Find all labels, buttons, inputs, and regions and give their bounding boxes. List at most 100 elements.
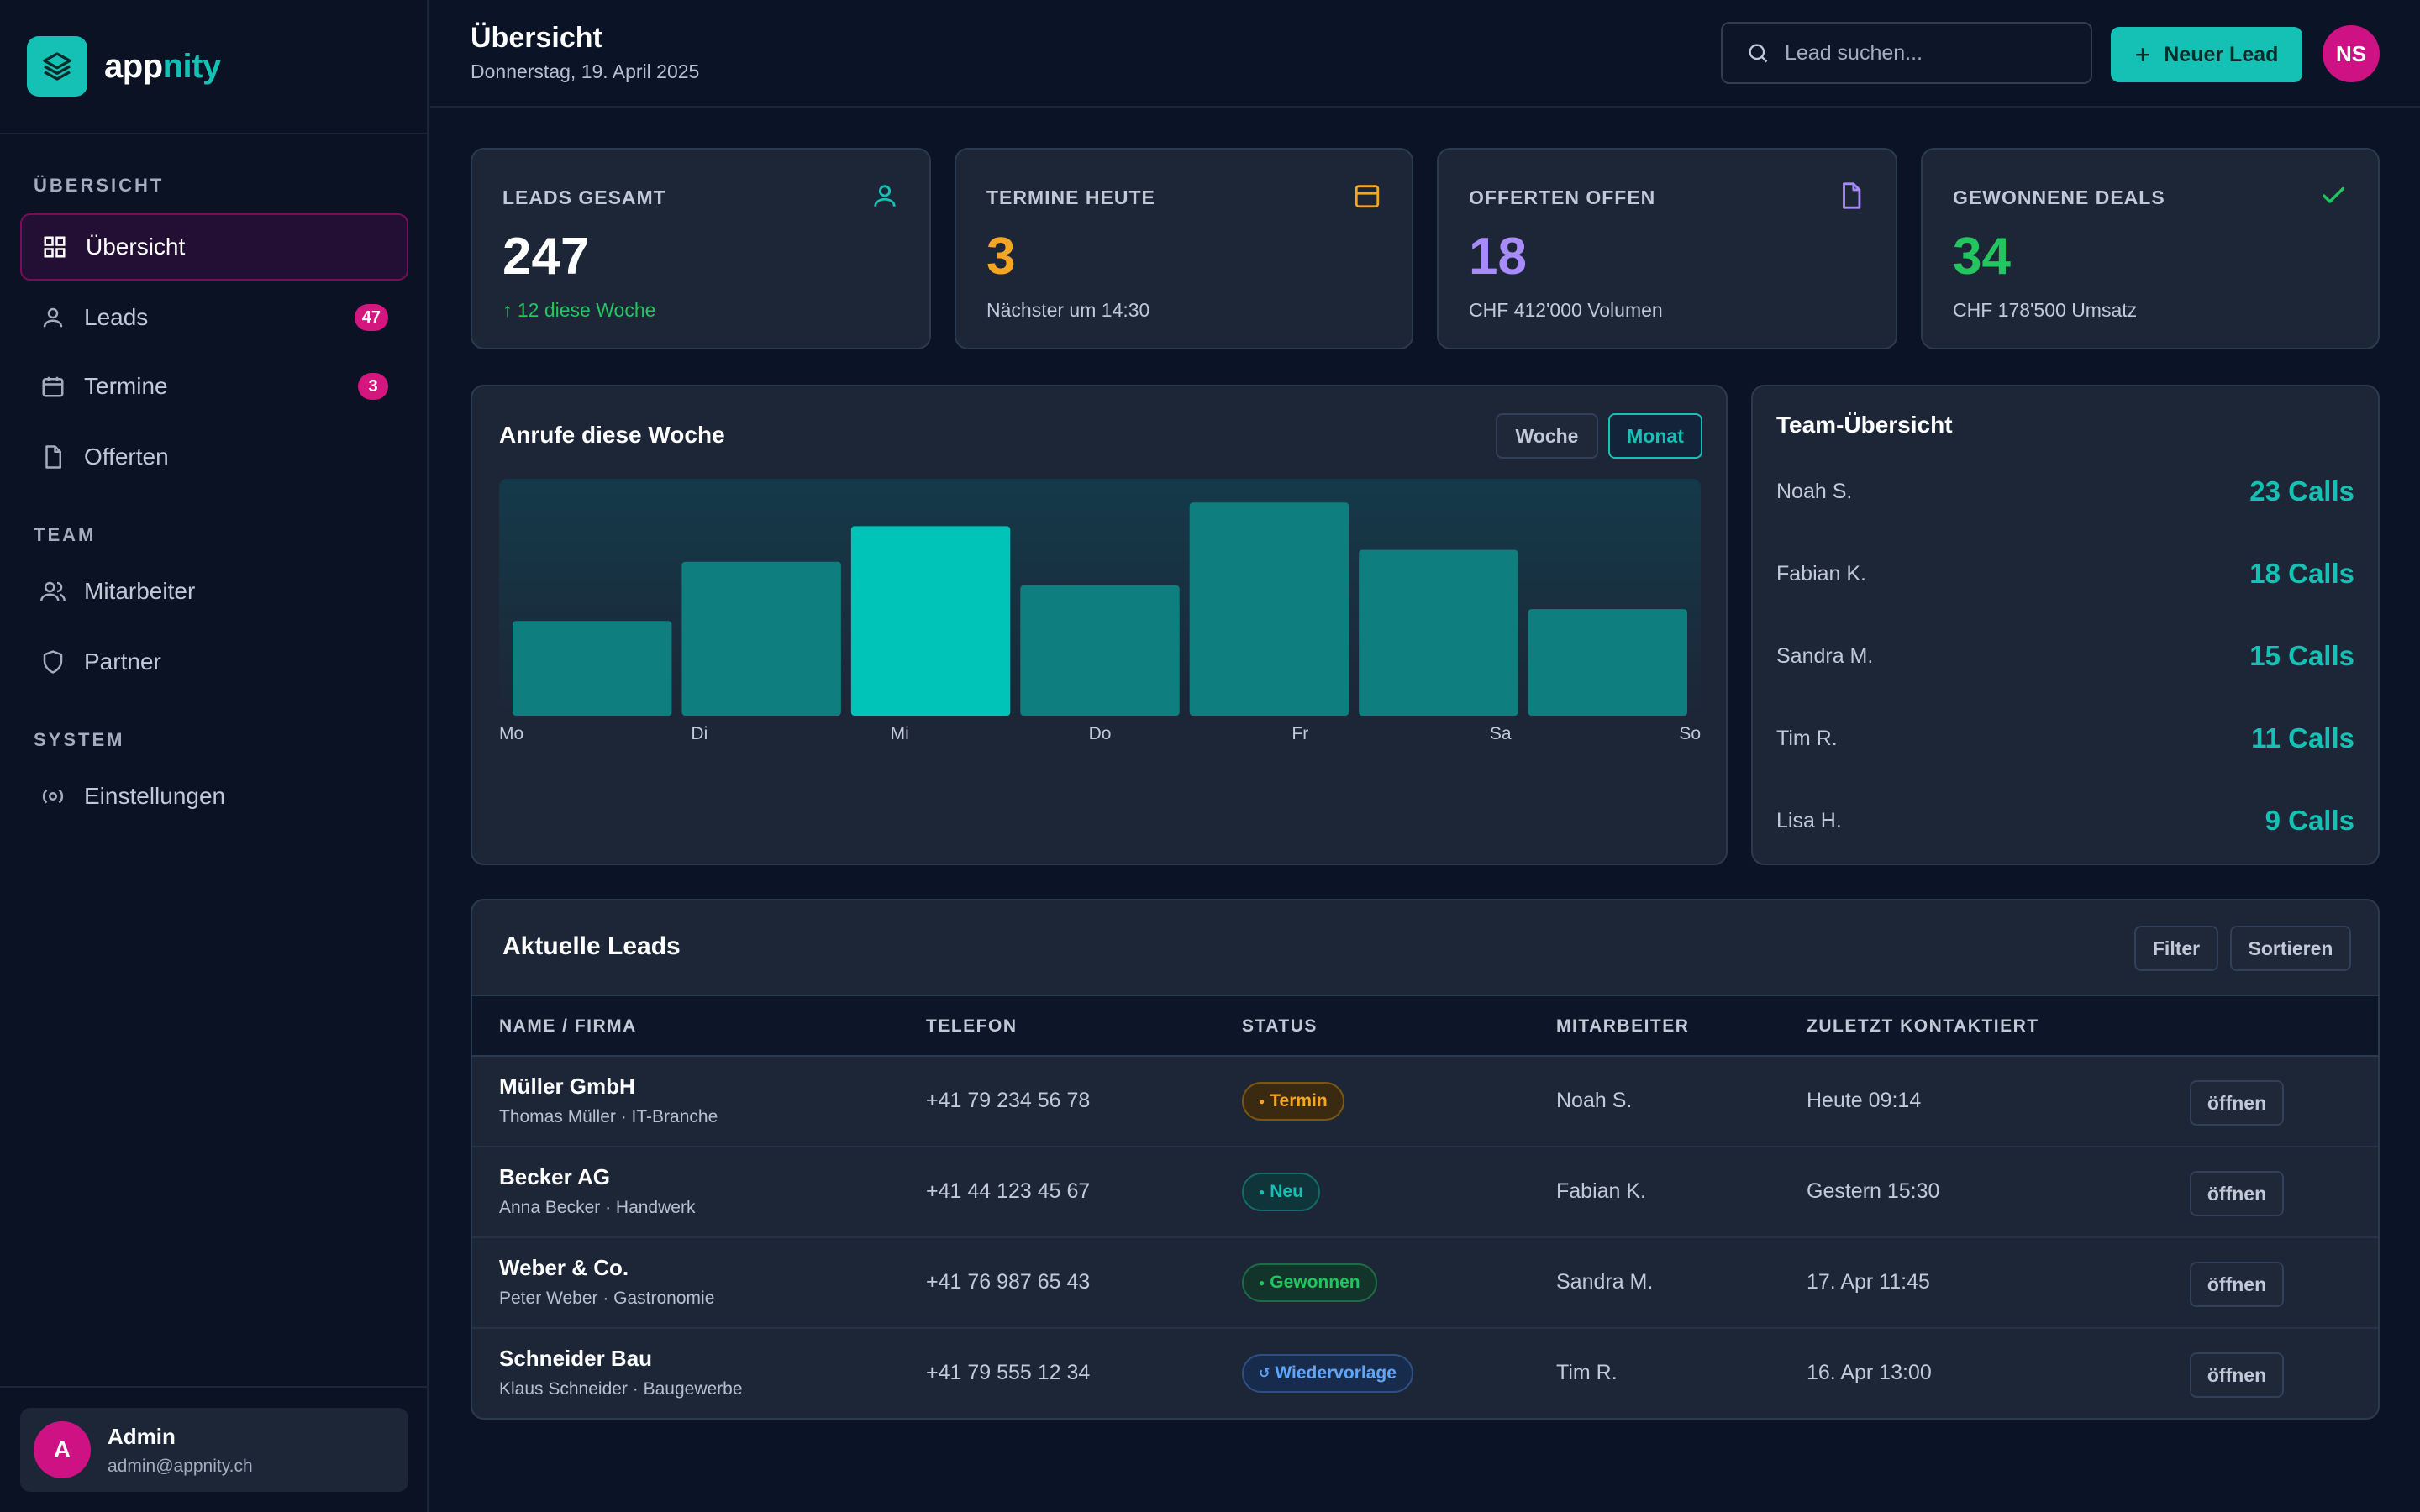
toggle-monat[interactable]: Monat (1608, 413, 1702, 459)
team-member-row: Fabian K. 18 Calls (1776, 553, 2354, 595)
page-title: Übersicht (471, 22, 602, 54)
status-badge: ↺ Wiedervorlage (1242, 1354, 1413, 1393)
users-icon (40, 581, 66, 601)
team-overview-card: Team-Übersicht Noah S. 23 Calls Fabian K… (1751, 385, 2380, 865)
nav-section-system: SYSTEM (34, 729, 125, 750)
check-icon (2322, 186, 2345, 203)
lead-employee: Noah S. (1556, 1089, 1633, 1112)
sidebar-item-label: Partner (84, 648, 161, 675)
user-icon (874, 185, 896, 207)
refresh-icon: ↺ (1259, 1367, 1270, 1381)
lead-phone: +41 79 234 56 78 (926, 1089, 1091, 1112)
nav-section-overview: ÜBERSICHT (34, 175, 165, 196)
user-profile[interactable]: A Admin admin@appnity.ch (20, 1408, 408, 1492)
bar-mi (850, 526, 1011, 716)
sidebar-item-uebersicht[interactable]: Übersicht (20, 213, 408, 281)
sidebar-item-offerten[interactable]: Offerten (20, 423, 408, 491)
sidebar-item-label: Übersicht (86, 234, 186, 260)
sidebar: appnity ÜBERSICHT Übersicht Leads 47 Ter… (0, 0, 429, 1512)
team-member-calls: 9 Calls (2265, 805, 2354, 836)
table-header: NAME / FIRMA TELEFON STATUS MITARBEITER … (472, 995, 2378, 1057)
lead-company: Müller GmbH (499, 1074, 635, 1099)
team-member-name: Fabian K. (1776, 561, 1867, 585)
calls-chart-card: Anrufe diese Woche Woche Monat Mo Di Mi Do F… (471, 385, 1728, 865)
lead-phone: +41 76 987 65 43 (926, 1270, 1091, 1294)
stat-card-leads: LEADS GESAMT 247 ↑ 12 diese Woche (471, 148, 931, 349)
lead-last-contact: 16. Apr 13:00 (1807, 1361, 1932, 1384)
search-icon (1749, 44, 1768, 63)
column-header: NAME / FIRMA (499, 1016, 637, 1036)
search-box[interactable] (1721, 22, 2092, 84)
stat-value: 34 (1953, 228, 2011, 286)
x-tick-label: So (1679, 724, 1701, 743)
open-lead-button[interactable]: öffnen (2190, 1171, 2284, 1216)
status-badge: ● Termin (1242, 1082, 1344, 1121)
status-dot-icon: ● (1259, 1095, 1265, 1107)
filter-button[interactable]: Filter (2134, 926, 2218, 971)
stat-label: LEADS GESAMT (502, 186, 666, 208)
sidebar-item-termine[interactable]: Termine 3 (20, 353, 408, 420)
sidebar-item-label: Termine (84, 373, 168, 399)
sidebar-item-mitarbeiter[interactable]: Mitarbeiter (20, 558, 408, 625)
brand-name: appnity (104, 47, 221, 85)
table-row[interactable]: Weber & Co. Peter Weber · Gastronomie +4… (472, 1238, 2378, 1329)
shield-icon (43, 650, 63, 674)
team-member-name: Noah S. (1776, 479, 1853, 503)
sidebar-item-leads[interactable]: Leads 47 (20, 284, 408, 351)
lead-phone: +41 44 123 45 67 (926, 1179, 1091, 1203)
table-row[interactable]: Becker AG Anna Becker · Handwerk +41 44 … (472, 1147, 2378, 1238)
table-row[interactable]: Müller GmbH Thomas Müller · IT-Branche +… (472, 1057, 2378, 1147)
team-title: Team-Übersicht (1776, 412, 1953, 438)
toggle-woche[interactable]: Woche (1496, 413, 1598, 459)
logo[interactable]: appnity (0, 0, 427, 134)
bar-fr (1189, 502, 1349, 716)
lead-last-contact: 17. Apr 11:45 (1807, 1270, 1930, 1294)
user-email: admin@appnity.ch (108, 1456, 253, 1476)
column-header: ZULETZT KONTAKTIERT (1807, 1016, 2039, 1036)
sort-button[interactable]: Sortieren (2230, 926, 2351, 971)
table-row[interactable]: Schneider Bau Klaus Schneider · Baugewer… (472, 1329, 2378, 1418)
status-dot-icon: ● (1259, 1277, 1265, 1289)
lead-company: Weber & Co. (499, 1255, 629, 1280)
stat-value: 18 (1469, 228, 1527, 286)
table-title: Aktuelle Leads (502, 932, 681, 960)
avatar[interactable]: NS (2323, 25, 2380, 82)
nav-section-team: TEAM (34, 524, 97, 545)
new-lead-button[interactable]: + Neuer Lead (2111, 27, 2302, 82)
team-member-name: Sandra M. (1776, 643, 1874, 668)
team-member-row: Noah S. 23 Calls (1776, 470, 2354, 512)
lead-contact: Klaus Schneider · Baugewerbe (499, 1379, 743, 1399)
stat-label: GEWONNENE DEALS (1953, 186, 2165, 208)
sidebar-item-partner[interactable]: Partner (20, 628, 408, 696)
avatar: A (34, 1421, 91, 1478)
team-member-calls: 15 Calls (2249, 640, 2354, 671)
lead-contact: Peter Weber · Gastronomie (499, 1289, 715, 1308)
stat-value: 3 (986, 228, 1016, 286)
x-tick-label: Mi (890, 724, 909, 743)
stat-label: OFFERTEN OFFEN (1469, 186, 1656, 208)
stat-card-offerten: OFFERTEN OFFEN 18 CHF 412'000 Volumen (1437, 148, 1897, 349)
bar-do (1020, 585, 1180, 716)
leads-count-badge: 47 (354, 304, 388, 331)
sidebar-item-label: Einstellungen (84, 783, 226, 809)
calendar-icon (1355, 185, 1380, 208)
page-date: Donnerstag, 19. April 2025 (471, 60, 700, 82)
lead-company: Becker AG (499, 1164, 610, 1189)
open-lead-button[interactable]: öffnen (2190, 1080, 2284, 1126)
lead-phone: +41 79 555 12 34 (926, 1361, 1091, 1384)
sidebar-item-einstellungen[interactable]: Einstellungen (20, 763, 408, 830)
lead-contact: Anna Becker · Handwerk (499, 1198, 696, 1217)
team-member-calls: 23 Calls (2249, 475, 2354, 507)
stat-card-deals: GEWONNENE DEALS 34 CHF 178'500 Umsatz (1921, 148, 2380, 349)
stat-sub: CHF 412'000 Volumen (1469, 299, 1663, 321)
x-tick-label: Do (1088, 724, 1112, 743)
x-tick-label: Di (691, 724, 708, 743)
x-tick-label: Mo (499, 724, 524, 743)
open-lead-button[interactable]: öffnen (2190, 1352, 2284, 1398)
search-input[interactable] (1785, 40, 2087, 66)
leads-table-card: Aktuelle Leads Filter Sortieren NAME / F… (471, 899, 2380, 1420)
stat-value: 247 (502, 228, 590, 286)
lead-contact: Thomas Müller · IT-Branche (499, 1107, 718, 1126)
team-member-row: Sandra M. 15 Calls (1776, 635, 2354, 677)
open-lead-button[interactable]: öffnen (2190, 1262, 2284, 1307)
